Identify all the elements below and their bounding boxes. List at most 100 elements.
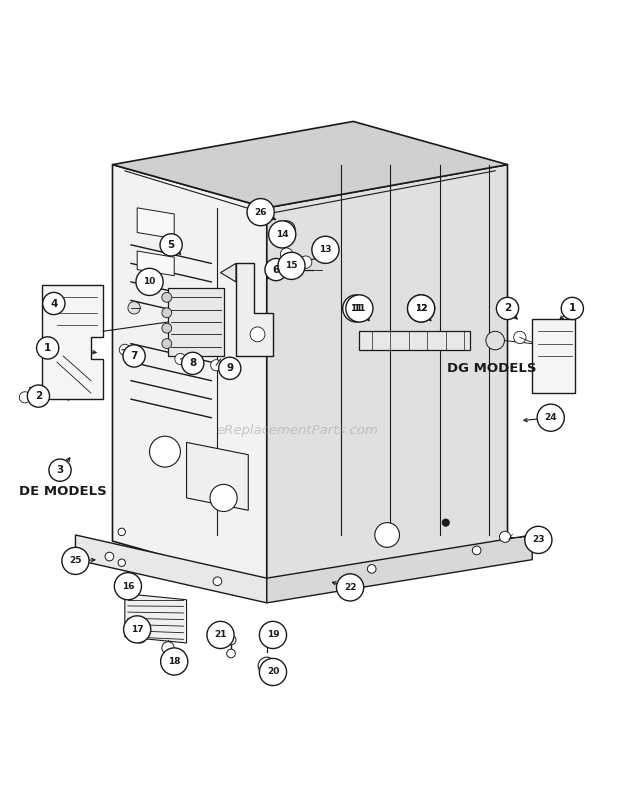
Circle shape [368, 564, 376, 573]
Text: 10: 10 [143, 277, 156, 286]
Circle shape [182, 352, 204, 374]
Circle shape [123, 345, 145, 367]
Text: 5: 5 [167, 240, 175, 250]
Circle shape [43, 292, 65, 314]
Circle shape [162, 339, 172, 348]
Text: DE MODELS: DE MODELS [19, 485, 107, 498]
Text: 24: 24 [544, 413, 557, 422]
Polygon shape [125, 593, 187, 643]
Circle shape [442, 519, 450, 527]
Text: 12: 12 [415, 304, 427, 313]
Circle shape [19, 391, 30, 403]
Text: 15: 15 [285, 262, 298, 270]
Circle shape [207, 622, 234, 648]
Text: 2: 2 [35, 391, 42, 401]
Circle shape [472, 546, 481, 555]
Circle shape [278, 252, 305, 280]
Circle shape [211, 360, 222, 371]
Polygon shape [112, 164, 267, 584]
Circle shape [114, 573, 141, 600]
Circle shape [136, 268, 163, 296]
Polygon shape [187, 443, 248, 510]
Text: 17: 17 [131, 625, 143, 634]
Circle shape [268, 221, 296, 248]
Text: 22: 22 [344, 583, 356, 592]
Text: 11: 11 [353, 304, 366, 313]
Text: 1: 1 [569, 303, 576, 314]
Circle shape [561, 297, 583, 320]
Text: 7: 7 [130, 351, 138, 361]
Circle shape [407, 295, 435, 322]
Circle shape [407, 295, 435, 322]
Polygon shape [137, 251, 174, 276]
Polygon shape [532, 319, 575, 393]
Circle shape [262, 662, 271, 670]
Circle shape [162, 308, 172, 318]
Text: 6: 6 [272, 265, 280, 274]
Circle shape [259, 622, 286, 648]
Text: 16: 16 [122, 582, 134, 591]
Circle shape [312, 237, 339, 263]
Circle shape [250, 327, 265, 342]
Polygon shape [267, 535, 532, 603]
Text: 18: 18 [168, 657, 180, 666]
Polygon shape [267, 164, 508, 584]
Circle shape [62, 547, 89, 575]
Circle shape [134, 630, 146, 643]
Text: 13: 13 [319, 245, 332, 255]
Circle shape [337, 574, 364, 601]
Circle shape [27, 385, 50, 407]
Circle shape [213, 577, 222, 586]
Circle shape [227, 649, 236, 658]
Circle shape [161, 648, 188, 675]
Circle shape [118, 559, 125, 567]
Text: 11: 11 [350, 304, 363, 313]
Circle shape [537, 404, 564, 432]
Circle shape [219, 357, 241, 380]
Polygon shape [360, 331, 471, 350]
Text: 3: 3 [56, 465, 64, 476]
Circle shape [247, 199, 274, 226]
Text: 12: 12 [415, 304, 427, 313]
Text: 2: 2 [504, 303, 511, 314]
Polygon shape [236, 263, 273, 356]
Circle shape [49, 459, 71, 481]
Polygon shape [112, 121, 508, 208]
Circle shape [210, 484, 237, 512]
Polygon shape [168, 288, 224, 356]
Text: 20: 20 [267, 667, 279, 677]
Text: 26: 26 [254, 208, 267, 217]
Circle shape [299, 256, 312, 268]
Circle shape [375, 523, 399, 547]
Circle shape [118, 528, 125, 535]
Circle shape [497, 297, 518, 320]
Circle shape [162, 323, 172, 333]
Text: 23: 23 [532, 535, 544, 545]
Text: 8: 8 [189, 358, 197, 369]
Text: 25: 25 [69, 556, 82, 565]
Circle shape [105, 553, 113, 561]
Text: eReplacementParts.com: eReplacementParts.com [217, 424, 379, 436]
Circle shape [119, 344, 130, 355]
Circle shape [162, 641, 174, 654]
Text: 21: 21 [215, 630, 227, 640]
Circle shape [258, 657, 275, 674]
Circle shape [500, 531, 511, 542]
Text: 14: 14 [276, 230, 288, 239]
Circle shape [280, 248, 293, 260]
Circle shape [343, 295, 370, 322]
Circle shape [514, 331, 526, 343]
Circle shape [123, 615, 151, 643]
Circle shape [262, 636, 271, 645]
Circle shape [265, 259, 287, 281]
Polygon shape [137, 208, 174, 239]
Circle shape [37, 337, 59, 359]
Polygon shape [42, 285, 104, 399]
Circle shape [175, 354, 186, 365]
Circle shape [128, 302, 140, 314]
Circle shape [346, 295, 373, 322]
Circle shape [486, 331, 505, 350]
Circle shape [525, 527, 552, 553]
Polygon shape [221, 263, 236, 282]
Circle shape [259, 659, 286, 685]
